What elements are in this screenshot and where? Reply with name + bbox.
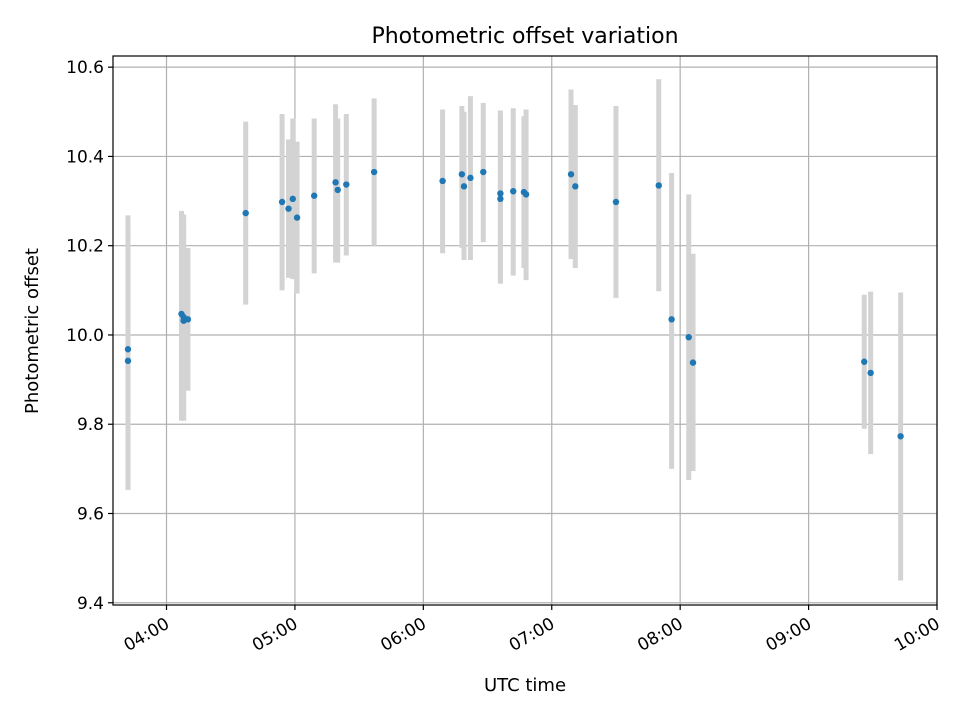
y-tick-label: 10.0 (66, 326, 104, 346)
data-point (510, 188, 516, 194)
data-point (125, 346, 131, 352)
chart: 04:00 05:00 06:00 07:00 08:00 09:00 10:00 9.49… (0, 0, 960, 720)
data-point (311, 193, 317, 199)
data-point (572, 183, 578, 189)
data-point (867, 370, 873, 376)
y-tick-label: 9.8 (77, 415, 104, 435)
data-point (686, 334, 692, 340)
data-point (125, 358, 131, 364)
data-point (656, 182, 662, 188)
data-point (668, 316, 674, 322)
y-tick-label: 10.4 (66, 147, 104, 167)
data-point (861, 359, 867, 365)
data-point (185, 316, 191, 322)
data-point (613, 199, 619, 205)
data-point (459, 171, 465, 177)
y-axis-label: Photometric offset (22, 248, 43, 414)
x-axis-label: UTC time (484, 675, 566, 696)
data-point (279, 199, 285, 205)
y-tick-label: 10.2 (66, 237, 104, 257)
y-tick-label: 9.6 (77, 505, 104, 525)
data-point (690, 359, 696, 365)
data-point (523, 191, 529, 197)
data-point (290, 196, 296, 202)
y-tick-label: 9.4 (77, 594, 104, 614)
data-point (568, 171, 574, 177)
data-point (371, 169, 377, 175)
data-point (332, 179, 338, 185)
y-tick-label: 10.6 (66, 58, 104, 78)
data-point (461, 183, 467, 189)
data-point (294, 214, 300, 220)
data-point (439, 178, 445, 184)
data-point (285, 205, 291, 211)
data-point (467, 175, 473, 181)
figure-background (0, 0, 960, 720)
chart-title: Photometric offset variation (371, 24, 678, 49)
data-point (480, 169, 486, 175)
data-point (343, 181, 349, 187)
data-point (242, 210, 248, 216)
data-point (497, 196, 503, 202)
data-point (335, 187, 341, 193)
data-point (897, 433, 903, 439)
